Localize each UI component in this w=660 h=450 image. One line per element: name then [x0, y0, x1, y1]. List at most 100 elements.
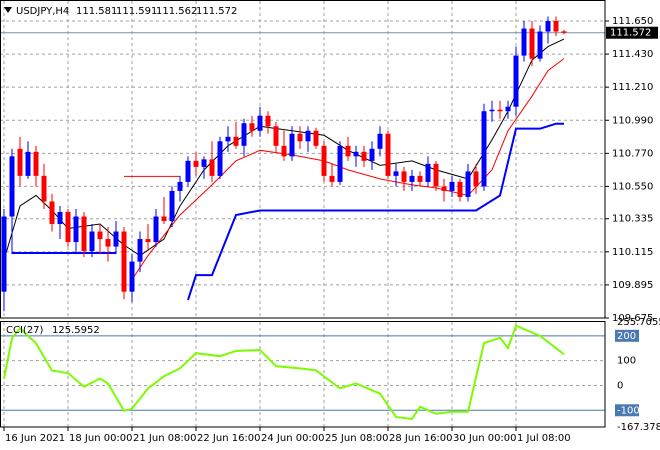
y-tick-label: -167.378 — [617, 422, 660, 433]
candle-body — [161, 216, 167, 222]
y-tick-label: 200 — [617, 331, 636, 342]
candle-body — [129, 261, 135, 292]
candle-body — [185, 160, 191, 182]
candle-body — [449, 181, 455, 191]
cci-frame — [0, 321, 606, 428]
candle-body — [41, 175, 47, 202]
candle-body — [393, 171, 399, 176]
candle-body — [105, 239, 111, 247]
y-tick-label: 109.675 — [612, 313, 653, 324]
y-tick-label: 111.430 — [612, 49, 653, 60]
candle-body — [305, 130, 311, 142]
y-tick-label: 110.115 — [612, 247, 653, 258]
candle-body — [345, 145, 351, 157]
x-tick-label: 22 Jun 16:00 — [197, 433, 261, 444]
candle-body — [505, 106, 511, 112]
candle-body — [377, 133, 383, 149]
candle-body — [561, 31, 567, 33]
candle-body — [233, 136, 239, 146]
candle-body — [497, 109, 503, 112]
candle-body — [289, 133, 295, 157]
candle-body — [113, 231, 119, 247]
candle-body — [457, 181, 463, 197]
candle-body — [473, 171, 479, 187]
candle-body — [145, 239, 151, 243]
candle-body — [369, 148, 375, 161]
y-tick-label: 110.335 — [612, 214, 653, 225]
ohlc-high: 111.591 — [116, 6, 157, 17]
indicator-line — [12, 122, 564, 301]
candle-body — [297, 133, 303, 142]
candle-body — [201, 159, 207, 167]
candle-body — [537, 31, 543, 59]
candle-body — [225, 136, 231, 142]
y-tick-label: 100 — [617, 356, 636, 367]
x-tick-label: 16 Jun 2021 — [5, 433, 65, 444]
candle-body — [417, 175, 423, 182]
candle-body — [153, 216, 159, 243]
price-frame — [0, 0, 606, 319]
candle-body — [1, 216, 7, 292]
last-price-box — [606, 26, 658, 39]
candle-body — [33, 151, 39, 176]
candle-body — [265, 115, 271, 127]
y-tick-label: 110.990 — [612, 115, 653, 126]
symbol-marker — [4, 7, 12, 13]
y-tick-label: -100 — [617, 405, 640, 416]
candle-body — [89, 231, 95, 252]
candle-body — [321, 145, 327, 176]
x-tick-label: 18 Jun 00:00 — [69, 433, 133, 444]
candle-body — [409, 175, 415, 182]
chart-title: USDJPY,H4 — [16, 6, 69, 17]
candle-body — [241, 123, 247, 146]
candle-body — [273, 126, 279, 146]
candle-body — [465, 171, 471, 197]
candle-body — [177, 181, 183, 191]
candle-body — [553, 21, 559, 32]
y-tick-label: 110.550 — [612, 181, 653, 192]
candle-body — [313, 130, 319, 146]
candle-body — [281, 145, 287, 157]
x-tick-label: 24 Jun 00:00 — [261, 433, 325, 444]
candle-body — [73, 216, 79, 243]
candle-body — [169, 190, 175, 222]
candle-body — [17, 148, 23, 176]
candle-body — [121, 231, 127, 292]
candle-body — [545, 21, 551, 32]
y-tick-label: 111.650 — [612, 16, 653, 27]
candle-body — [65, 211, 71, 243]
candle-body — [97, 231, 103, 240]
x-tick-label: 25 Jun 08:00 — [325, 433, 389, 444]
level-box — [615, 404, 639, 417]
level-box — [615, 329, 639, 342]
y-tick-label: 109.895 — [612, 280, 653, 291]
cci-line — [3, 324, 565, 421]
candle-body — [329, 175, 335, 182]
candle-body — [81, 216, 87, 252]
candle-body — [361, 151, 367, 161]
candle-body — [425, 163, 431, 182]
ohlc-close: 111.572 — [196, 6, 237, 17]
ohlc-low: 111.562 — [156, 6, 197, 17]
candle-body — [217, 141, 223, 176]
candle-body — [137, 239, 143, 262]
candle-body — [441, 186, 447, 191]
candle-body — [49, 201, 55, 225]
candle-body — [337, 145, 343, 182]
candle-body — [249, 123, 255, 131]
ohlc-open: 111.581 — [76, 6, 117, 17]
candle-body — [401, 171, 407, 182]
x-tick-label: 30 Jun 00:00 — [453, 433, 517, 444]
last-price-label: 111.572 — [610, 28, 651, 39]
candle-body — [193, 160, 199, 167]
candle-body — [353, 151, 359, 157]
candle-body — [9, 156, 15, 217]
x-tick-label: 1 Jul 08:00 — [517, 433, 571, 444]
y-tick-label: 111.210 — [612, 82, 653, 93]
x-tick-label: 21 Jun 08:00 — [133, 433, 197, 444]
x-tick-label: 28 Jun 16:00 — [389, 433, 453, 444]
candle-body — [433, 163, 439, 187]
y-tick-label: 110.770 — [612, 148, 653, 159]
